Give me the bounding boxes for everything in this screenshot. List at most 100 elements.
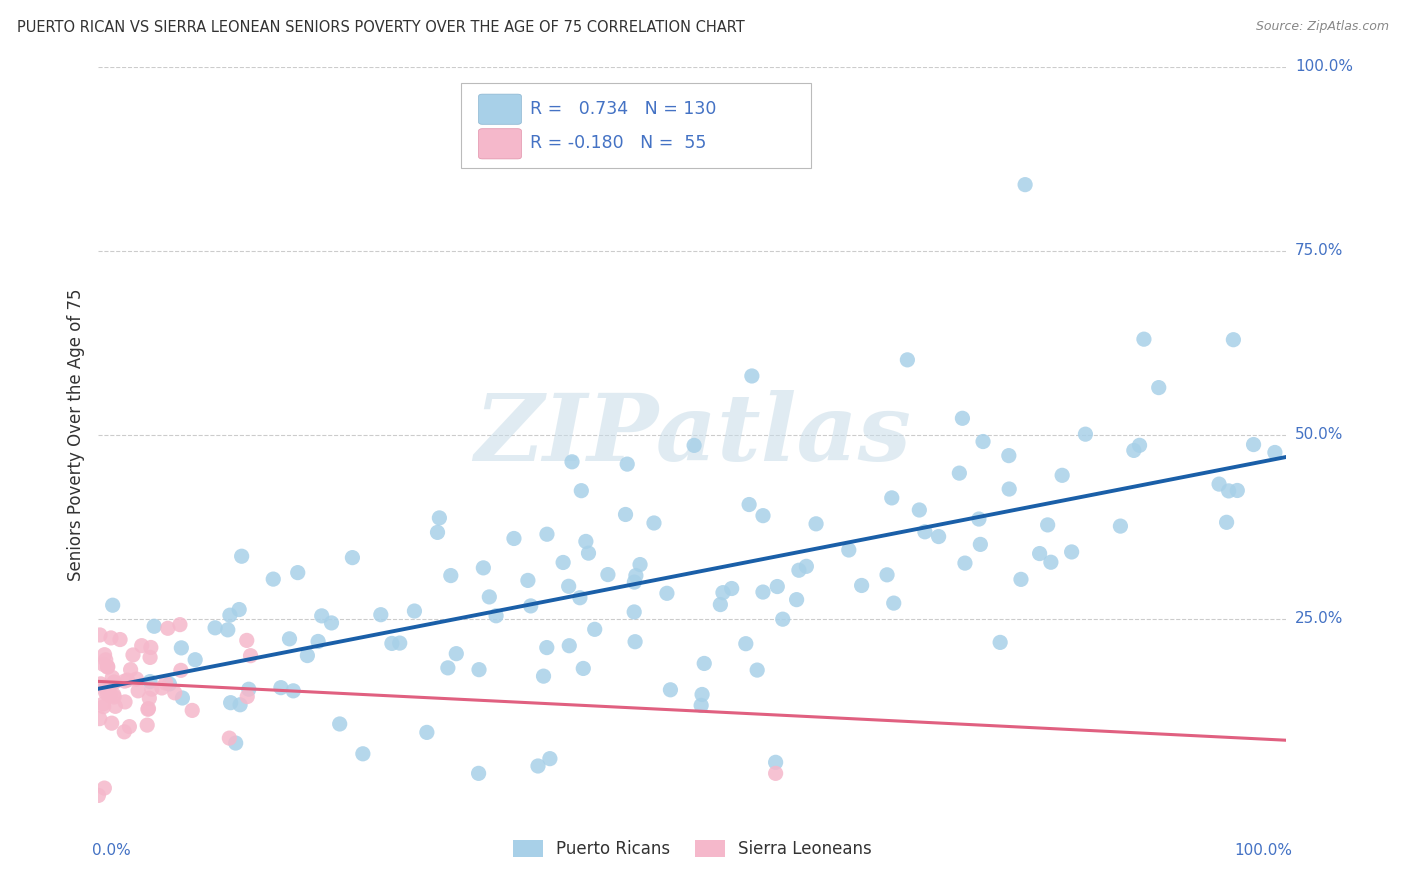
- Point: [578, 546, 600, 560]
- Point: [101, 598, 124, 612]
- Point: [219, 608, 242, 623]
- Point: [139, 640, 162, 655]
- Point: [239, 648, 262, 663]
- Point: [690, 698, 713, 713]
- Point: [765, 756, 787, 770]
- Point: [583, 623, 606, 637]
- Point: [388, 636, 411, 650]
- Point: [1226, 483, 1249, 498]
- Point: [440, 568, 463, 582]
- Point: [928, 530, 950, 544]
- Point: [141, 682, 163, 697]
- Point: [91, 697, 114, 711]
- Point: [228, 602, 250, 616]
- Point: [468, 663, 491, 677]
- Point: [120, 663, 142, 677]
- Point: [796, 559, 818, 574]
- Point: [623, 575, 645, 590]
- Point: [1208, 477, 1230, 491]
- Point: [709, 598, 731, 612]
- Point: [352, 747, 374, 761]
- Point: [720, 582, 742, 596]
- Point: [136, 718, 159, 732]
- Point: [568, 591, 591, 605]
- Point: [416, 725, 439, 739]
- Point: [155, 676, 177, 690]
- Point: [690, 688, 713, 702]
- FancyBboxPatch shape: [461, 83, 811, 168]
- Point: [184, 653, 207, 667]
- Point: [139, 650, 162, 665]
- Point: [1128, 438, 1150, 452]
- Point: [998, 482, 1021, 496]
- Point: [143, 619, 166, 633]
- Point: [437, 661, 460, 675]
- Point: [103, 675, 125, 690]
- Point: [558, 639, 581, 653]
- Point: [734, 637, 756, 651]
- Point: [329, 717, 352, 731]
- Text: Source: ZipAtlas.com: Source: ZipAtlas.com: [1256, 20, 1389, 33]
- Point: [159, 677, 181, 691]
- Text: 25.0%: 25.0%: [1295, 611, 1343, 626]
- Point: [1010, 573, 1032, 587]
- Point: [538, 751, 561, 765]
- Point: [238, 682, 260, 697]
- Point: [100, 631, 122, 645]
- Point: [103, 688, 125, 702]
- Point: [150, 681, 173, 695]
- Point: [527, 759, 550, 773]
- FancyBboxPatch shape: [478, 95, 522, 124]
- Point: [94, 685, 117, 699]
- Point: [139, 674, 162, 689]
- Point: [967, 512, 990, 526]
- Point: [1215, 516, 1237, 530]
- Point: [93, 699, 115, 714]
- Point: [112, 724, 135, 739]
- Point: [787, 563, 810, 577]
- Point: [683, 438, 706, 452]
- Point: [711, 585, 734, 599]
- Point: [553, 556, 575, 570]
- Point: [342, 550, 364, 565]
- Point: [948, 466, 970, 480]
- Point: [307, 634, 329, 648]
- Point: [998, 449, 1021, 463]
- Point: [218, 731, 240, 745]
- Point: [122, 648, 145, 662]
- Point: [883, 596, 905, 610]
- Point: [485, 608, 508, 623]
- Point: [114, 695, 136, 709]
- Point: [953, 556, 976, 570]
- Point: [804, 516, 827, 531]
- Point: [969, 537, 991, 551]
- Point: [297, 648, 319, 663]
- Point: [236, 633, 259, 648]
- Point: [467, 766, 489, 780]
- Point: [616, 457, 638, 471]
- Point: [952, 411, 974, 425]
- Point: [1036, 517, 1059, 532]
- Point: [741, 369, 763, 384]
- Point: [93, 657, 115, 672]
- Point: [624, 634, 647, 648]
- Point: [283, 683, 305, 698]
- Point: [1133, 332, 1156, 346]
- Point: [988, 635, 1011, 649]
- Point: [118, 720, 141, 734]
- Point: [170, 664, 193, 678]
- Point: [138, 691, 160, 706]
- Point: [225, 736, 247, 750]
- Point: [896, 352, 918, 367]
- Point: [572, 661, 595, 675]
- Point: [876, 567, 898, 582]
- Point: [87, 789, 110, 803]
- Point: [766, 580, 789, 594]
- Point: [1222, 333, 1244, 347]
- Point: [103, 675, 125, 690]
- Point: [643, 516, 665, 530]
- Point: [1109, 519, 1132, 533]
- Point: [536, 527, 558, 541]
- Point: [1050, 468, 1073, 483]
- Point: [1218, 483, 1240, 498]
